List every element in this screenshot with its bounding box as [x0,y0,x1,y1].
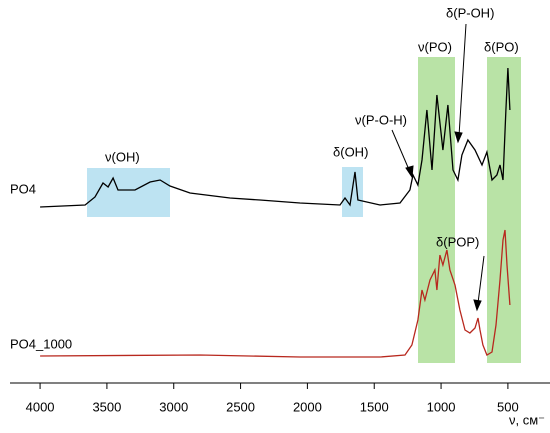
annotation: δ(PO) [484,39,519,54]
x-tick-label: 2000 [293,399,322,414]
annotation: ν(OH) [105,149,140,164]
annotation: δ(POP) [436,234,479,249]
x-tick-label: 1500 [360,399,389,414]
po-bend-band [487,57,521,363]
x-tick-label: 500 [497,399,519,414]
annotation: ν(P-O-H) [355,112,407,127]
series-label: PO4 [10,181,36,196]
x-axis-label: ν, см⁻ [509,412,545,427]
x-tick-label: 3000 [159,399,188,414]
annotation: δ(P-OH) [446,5,494,20]
annotation: ν(PO) [418,39,452,54]
x-tick-label: 2500 [226,399,255,414]
spectrum [40,67,511,208]
spectrum [40,229,511,358]
oh-band [87,168,170,217]
x-tick-label: 3500 [92,399,121,414]
arrows [391,23,485,312]
annotation: δ(OH) [333,144,368,159]
x-tick-label: 4000 [26,399,55,414]
series-label: PO4_1000 [10,336,72,351]
x-tick-label: 1000 [427,399,456,414]
